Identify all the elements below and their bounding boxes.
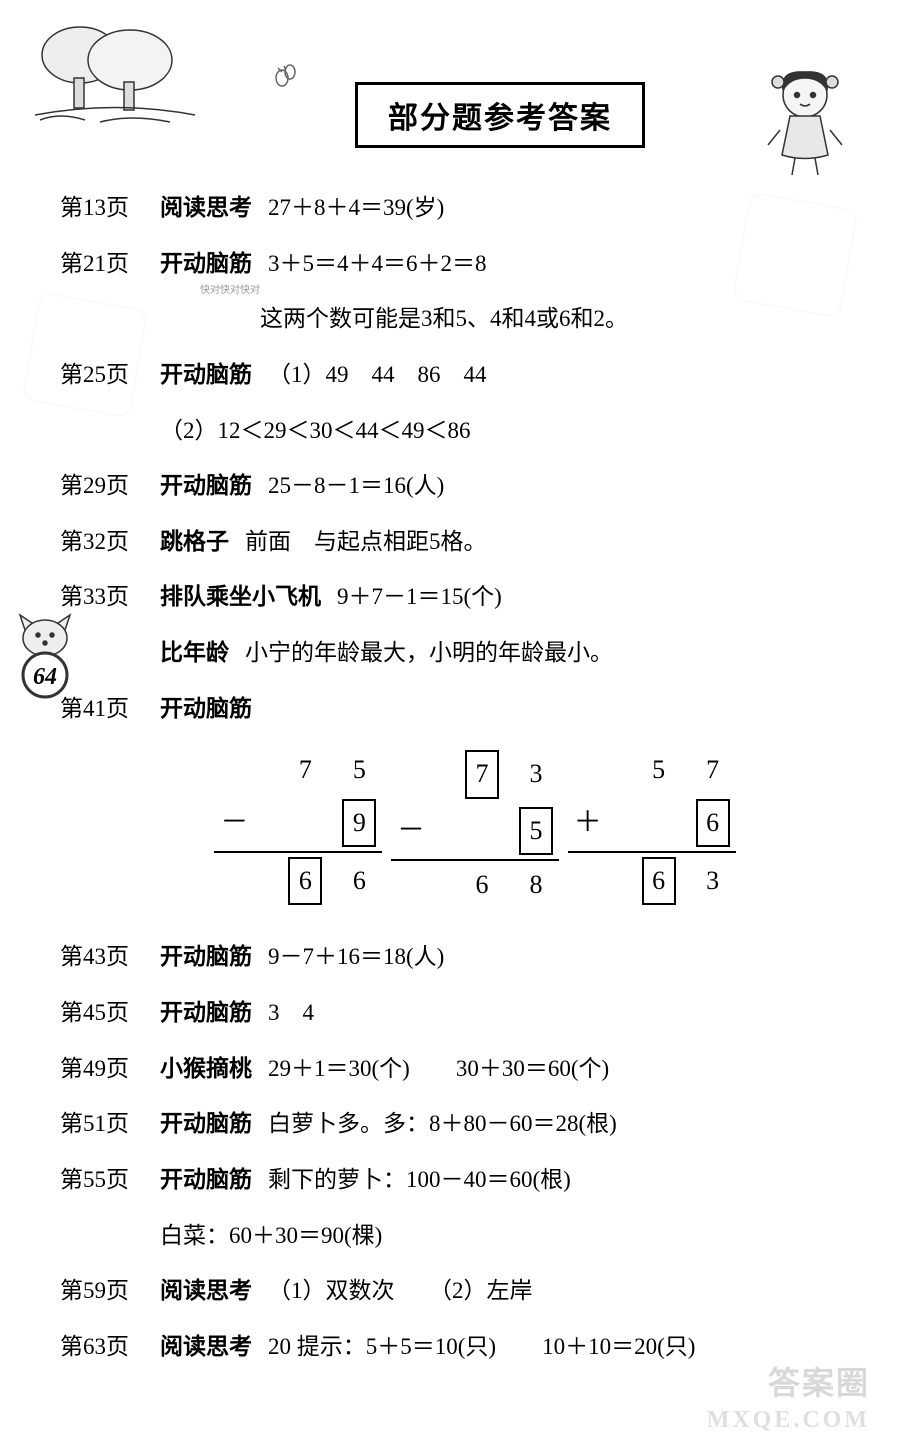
digit: 5 bbox=[342, 750, 376, 790]
page-ref: 第32页 bbox=[60, 524, 160, 560]
answer-row: 第21页 开动脑筋 3＋5＝4＋4＝6＋2＝8 bbox=[60, 246, 840, 282]
answer-text: 剩下的萝卜：100－40＝60(根) bbox=[268, 1162, 840, 1198]
page-ref: 第29页 bbox=[60, 468, 160, 504]
page-ref: 第49页 bbox=[60, 1051, 160, 1087]
answer-text: （2）12＜29＜30＜44＜49＜86 bbox=[160, 418, 471, 443]
page-title: 部分题参考答案 bbox=[388, 102, 612, 135]
digit-boxed: 9 bbox=[342, 799, 376, 847]
digit-boxed: 6 bbox=[642, 857, 676, 905]
operator: － bbox=[220, 801, 248, 844]
category: 小猴摘桃 bbox=[160, 1051, 252, 1087]
category: 开动脑筋 bbox=[160, 1162, 252, 1198]
category: 阅读思考 bbox=[160, 1329, 252, 1365]
answer-row: 第43页 开动脑筋 9－7＋16＝18(人) bbox=[60, 939, 840, 975]
answer-text: 25－8－1＝16(人) bbox=[268, 468, 840, 504]
category: 开动脑筋 bbox=[160, 691, 252, 727]
page-ref: 第55页 bbox=[60, 1162, 160, 1198]
fox-badge: 64 bbox=[10, 610, 80, 705]
vmath-problem: 7 3 － 5 6 8 bbox=[391, 746, 559, 909]
answer-row: 第41页 开动脑筋 bbox=[60, 691, 840, 727]
answer-text: 前面 与起点相距5格。 bbox=[245, 524, 840, 560]
answer-row: 第29页 开动脑筋 25－8－1＝16(人) bbox=[60, 468, 840, 504]
page-ref: 第59页 bbox=[60, 1273, 160, 1309]
vmath-problem: 7 5 － 9 6 6 bbox=[214, 746, 382, 909]
watermark-sub: MXQE.COM bbox=[707, 1407, 870, 1434]
answer-row: 第32页 跳格子 前面 与起点相距5格。 bbox=[60, 524, 840, 560]
digit-boxed: 6 bbox=[696, 799, 730, 847]
digit-boxed: 6 bbox=[288, 857, 322, 905]
category: 开动脑筋 bbox=[160, 1106, 252, 1142]
faint-stamp bbox=[731, 191, 858, 318]
answer-subrow: 白菜：60＋30＝90(棵) bbox=[160, 1218, 840, 1254]
page-ref: 第45页 bbox=[60, 995, 160, 1031]
title-banner: 部分题参考答案 bbox=[260, 80, 740, 150]
tiny-watermark: 快对快对快对 bbox=[200, 283, 260, 299]
page-ref: 第51页 bbox=[60, 1106, 160, 1142]
operator: ＋ bbox=[574, 801, 602, 844]
answer-row: 第25页 开动脑筋 （1）49 44 86 44 bbox=[60, 357, 840, 393]
answer-row: 第13页 阅读思考 27＋8＋4＝39(岁) bbox=[60, 190, 840, 226]
digit: 6 bbox=[342, 861, 376, 901]
tree-illustration bbox=[30, 20, 200, 135]
vmath-problem: 5 7 ＋ 6 6 3 bbox=[568, 746, 736, 909]
category: 开动脑筋 bbox=[160, 939, 252, 975]
operator: － bbox=[397, 809, 425, 852]
category: 跳格子 bbox=[160, 524, 229, 560]
digit: 7 bbox=[288, 750, 322, 790]
answer-text: 白菜：60＋30＝90(棵) bbox=[160, 1223, 382, 1248]
answer-row: 第63页 阅读思考 20 提示：5＋5＝10(只) 10＋10＝20(只) bbox=[60, 1329, 840, 1365]
digit: 6 bbox=[465, 865, 499, 905]
answer-row: 第45页 开动脑筋 3 4 bbox=[60, 995, 840, 1031]
vertical-math-row: 7 5 － 9 6 6 7 3 － bbox=[210, 746, 740, 909]
category: 阅读思考 bbox=[160, 190, 252, 226]
answer-text: 20 提示：5＋5＝10(只) 10＋10＝20(只) bbox=[268, 1329, 840, 1365]
answer-subrow: 这两个数可能是3和5、4和4或6和2。 bbox=[160, 301, 840, 337]
digit: 8 bbox=[519, 865, 553, 905]
category: 开动脑筋 bbox=[160, 468, 252, 504]
page-ref: 第43页 bbox=[60, 939, 160, 975]
answer-text: （1）49 44 86 44 bbox=[268, 357, 840, 393]
answer-row: 第59页 阅读思考 （1）双数次 （2）左岸 bbox=[60, 1273, 840, 1309]
answer-row: 第55页 开动脑筋 剩下的萝卜：100－40＝60(根) bbox=[60, 1162, 840, 1198]
answer-row: 第49页 小猴摘桃 29＋1＝30(个) 30＋30＝60(个) bbox=[60, 1051, 840, 1087]
answer-text: 白萝卜多。多：8＋80－60＝28(根) bbox=[268, 1106, 840, 1142]
answer-subrow: 比年龄 小宁的年龄最大，小明的年龄最小。 bbox=[160, 635, 840, 671]
page-ref: 第63页 bbox=[60, 1329, 160, 1365]
page-ref: 第21页 bbox=[60, 246, 160, 282]
answer-text: （1）双数次 （2）左岸 bbox=[268, 1273, 840, 1309]
category: 阅读思考 bbox=[160, 1273, 252, 1309]
digit: 5 bbox=[642, 750, 676, 790]
answer-text: 3 4 bbox=[268, 995, 840, 1031]
girl-illustration bbox=[750, 60, 860, 185]
answer-text: 9－7＋16＝18(人) bbox=[268, 939, 840, 975]
page-ref: 第13页 bbox=[60, 190, 160, 226]
page-number: 64 bbox=[33, 664, 57, 690]
category: 开动脑筋 bbox=[160, 995, 252, 1031]
answer-text: 29＋1＝30(个) 30＋30＝60(个) bbox=[268, 1051, 840, 1087]
category: 比年龄 bbox=[160, 635, 229, 671]
faint-stamp bbox=[21, 291, 148, 418]
answer-content: 第13页 阅读思考 27＋8＋4＝39(岁) 第21页 开动脑筋 3＋5＝4＋4… bbox=[60, 190, 840, 1364]
answer-subrow: （2）12＜29＜30＜44＜49＜86 bbox=[160, 413, 840, 449]
watermark-main: 答案圈 bbox=[768, 1358, 870, 1404]
answer-text: 这两个数可能是3和5、4和4或6和2。 bbox=[260, 306, 628, 331]
digit-boxed: 5 bbox=[519, 807, 553, 855]
answer-row: 第51页 开动脑筋 白萝卜多。多：8＋80－60＝28(根) bbox=[60, 1106, 840, 1142]
answer-row: 第33页 排队乘坐小飞机 9＋7－1＝15(个) bbox=[60, 579, 840, 615]
digit: 3 bbox=[519, 754, 553, 794]
category: 开动脑筋 bbox=[160, 357, 252, 393]
answer-text: 9＋7－1＝15(个) bbox=[337, 579, 840, 615]
digit-boxed: 7 bbox=[465, 750, 499, 798]
category: 排队乘坐小飞机 bbox=[160, 579, 321, 615]
digit: 7 bbox=[696, 750, 730, 790]
digit: 3 bbox=[696, 861, 730, 901]
category: 开动脑筋 bbox=[160, 246, 252, 282]
answer-text: 小宁的年龄最大，小明的年龄最小。 bbox=[245, 635, 840, 671]
